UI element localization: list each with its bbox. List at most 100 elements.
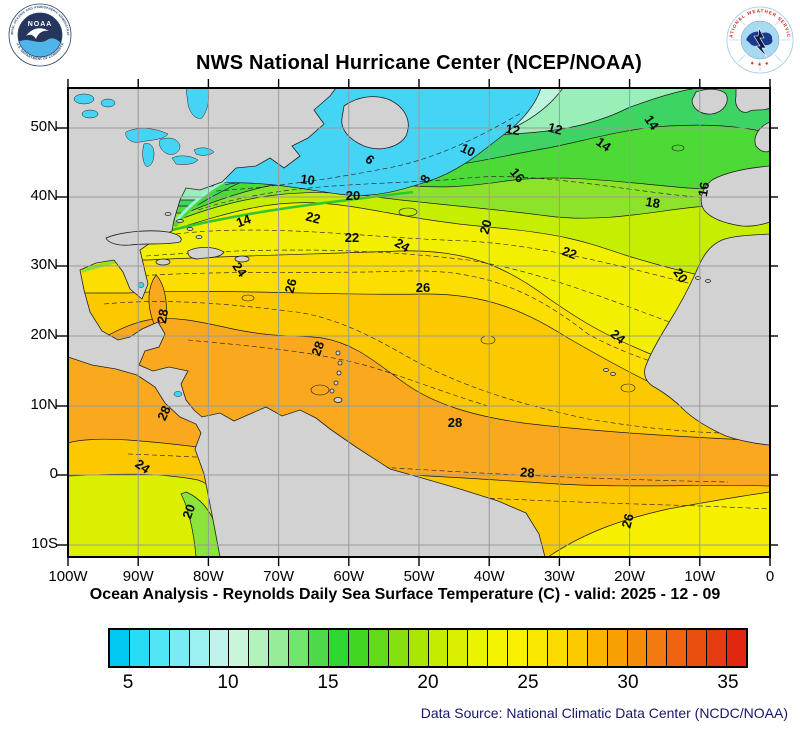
- colorbar-tick-label: 5: [122, 672, 134, 693]
- colorbar-tick-label: 30: [617, 672, 639, 693]
- land-ireland: [691, 88, 728, 115]
- land-britain: [735, 87, 771, 113]
- y-axis-label: 10N: [30, 396, 58, 413]
- y-axis-label: 10S: [31, 535, 58, 552]
- land-americas: [67, 87, 546, 558]
- x-axis-label: 10W: [684, 568, 716, 585]
- y-axis-label: 20N: [30, 326, 58, 343]
- y-axis-label: 0: [49, 465, 58, 482]
- contour-label: 26: [416, 280, 430, 295]
- noaa-logo: NATIONAL OCEANIC AND ATMOSPHERIC ADMINIS…: [8, 3, 72, 67]
- x-axis-label: 80W: [192, 568, 224, 585]
- landmasses: [67, 87, 771, 558]
- map-caption: Ocean Analysis - Reynolds Daily Sea Surf…: [89, 586, 721, 603]
- land-jamaica: [155, 258, 171, 266]
- lake-ontario: [193, 147, 215, 156]
- contour-label: 20: [179, 502, 198, 521]
- x-axis-label: 50W: [403, 568, 435, 585]
- colorbar-tick-label: 25: [517, 672, 539, 693]
- colorbar-segment: [249, 630, 270, 666]
- contour-label: 28: [154, 403, 174, 422]
- land-africa: [644, 233, 771, 446]
- colorbar-tick-label: 35: [717, 672, 739, 693]
- colorbar-tick-label: 15: [317, 672, 339, 693]
- land-cuba: [105, 230, 182, 246]
- land-newfoundland: [341, 96, 409, 150]
- colorbar-segment: [169, 630, 190, 666]
- contour-label: 16: [695, 181, 712, 198]
- contour-label: 20: [346, 188, 360, 203]
- colorbar-segment: [567, 630, 588, 666]
- colorbar-segment: [707, 630, 728, 666]
- colorbar-segment: [189, 630, 210, 666]
- colorbar-segment: [348, 630, 369, 666]
- colorbar-segment: [269, 630, 290, 666]
- colorbar-segment: [528, 630, 548, 666]
- contour-label: 22: [304, 209, 322, 227]
- contour-label: 10: [458, 140, 477, 160]
- x-axis-label: 0: [765, 568, 775, 585]
- nws-logo: NATIONAL WEATHER SERVICE ★ ★ ★: [726, 6, 794, 74]
- contour-label: 10: [299, 171, 315, 188]
- contour-label: 18: [644, 194, 661, 211]
- contour-label: 22: [345, 230, 359, 245]
- nws-lightning-icon: [753, 26, 768, 58]
- nws-ring-spokes: [729, 9, 791, 71]
- land-hispaniola: [187, 246, 225, 260]
- lake-okeechobee: [137, 282, 145, 288]
- noaa-wordmark: NOAA: [28, 21, 53, 28]
- lake-huron: [159, 137, 181, 155]
- x-axis-label: 70W: [263, 568, 295, 585]
- lakes: [73, 87, 215, 397]
- x-axis-label: 90W: [122, 568, 154, 585]
- data-source-text: Data Source: National Climatic Data Cent…: [420, 705, 788, 721]
- x-axis-labels: 100W 90W 80W 70W 60W 50W 40W 30W 20W 10W 0: [48, 568, 774, 588]
- colorbar-segment: [468, 630, 489, 666]
- map-frame: [67, 87, 771, 558]
- colorbar-segments: [108, 628, 748, 668]
- x-axis-label: 100W: [48, 568, 88, 585]
- colorbar-segment: [309, 630, 329, 666]
- colorbar-segment: [328, 630, 349, 666]
- colorbar-segment: [667, 630, 688, 666]
- contour-label: 28: [308, 339, 327, 358]
- colorbar-segment: [368, 630, 389, 666]
- y-axis-label: 40N: [30, 187, 58, 204]
- x-axis-label: 20W: [614, 568, 646, 585]
- nws-ring-stars: ★ ★ ★: [749, 60, 771, 68]
- colorbar-segment: [687, 630, 708, 666]
- colorbar-segment: [129, 630, 150, 666]
- colorbar-segment: [448, 630, 469, 666]
- axis-ticks: [56, 79, 778, 566]
- grid-lines: [68, 88, 770, 557]
- contour-label: 12: [504, 121, 521, 138]
- contour-label: 28: [154, 308, 171, 325]
- land-puerto-rico: [234, 255, 250, 263]
- contour-label: 28: [520, 464, 536, 480]
- lake-nicaragua: [173, 391, 183, 397]
- colorbar-segment: [209, 630, 230, 666]
- contour-label: 22: [560, 243, 579, 262]
- contour-label: 28: [448, 415, 462, 430]
- colorbar-segment: [587, 630, 608, 666]
- colorbar-segment: [727, 630, 746, 666]
- y-axis-labels: 50N 40N 30N 20N 10N 0 10S: [6, 88, 58, 557]
- colorbar-tick-label: 20: [417, 672, 439, 693]
- contour-label: 26: [619, 512, 637, 530]
- y-axis-label: 30N: [30, 256, 58, 273]
- contour-label: 20: [670, 265, 691, 285]
- contour-label: 14: [234, 211, 253, 230]
- colorbar-segment: [547, 630, 568, 666]
- colorbar-segment: [110, 630, 130, 666]
- contour-label: 12: [546, 120, 564, 138]
- x-axis-label: 30W: [543, 568, 575, 585]
- colorbar-segment: [508, 630, 529, 666]
- colorbar-tick-labels: 5 10 15 20 25 30 35: [108, 672, 748, 698]
- land-iberia: [700, 165, 771, 227]
- colorbar-segment: [488, 630, 509, 666]
- colorbar-segment: [647, 630, 668, 666]
- x-axis-label: 60W: [333, 568, 365, 585]
- noaa-sea-icon: [18, 38, 62, 57]
